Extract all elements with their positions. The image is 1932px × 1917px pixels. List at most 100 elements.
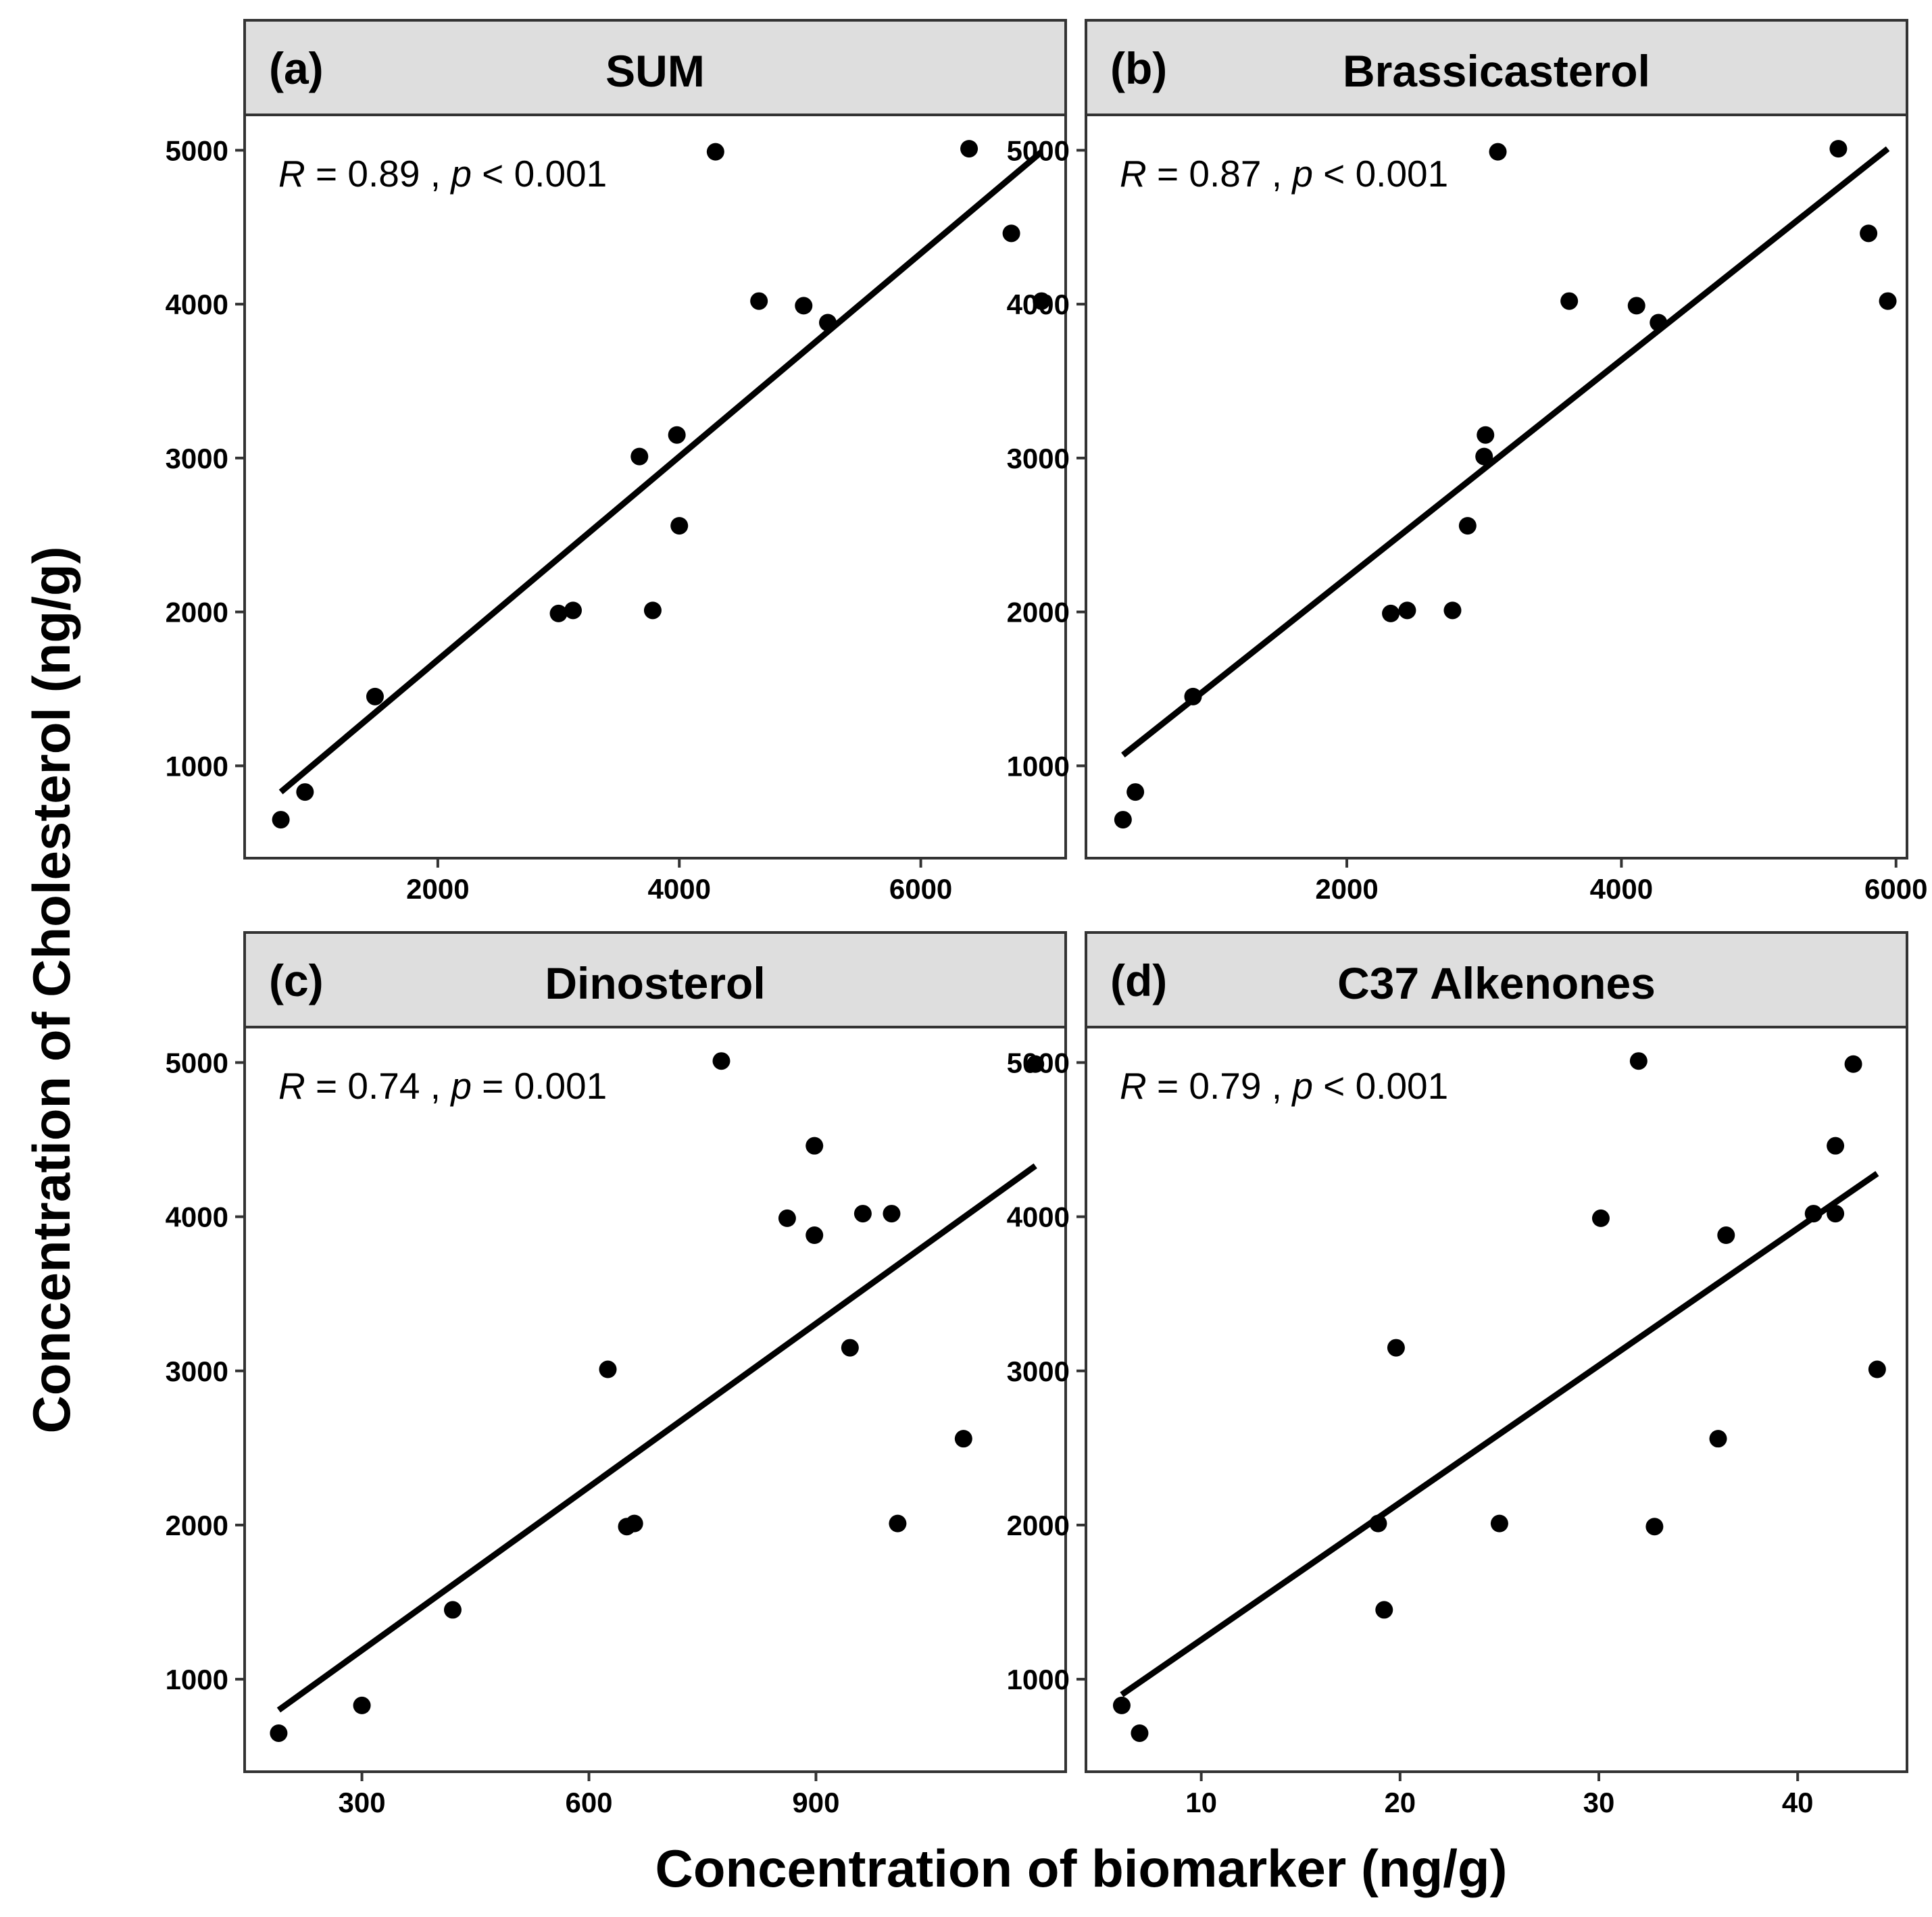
stat-r-value: = 0.79 xyxy=(1147,1065,1262,1107)
y-tick-label: 4000 xyxy=(166,1201,228,1233)
panel-2: (b) Brassicasterol 1000 2000 3000 4000 5000 200… xyxy=(1007,19,1927,905)
y-tick-label: 5000 xyxy=(1007,1047,1070,1078)
x-tick-label: 4000 xyxy=(648,873,711,905)
x-tick-label: 30 xyxy=(1583,1787,1615,1818)
correlation-stat: R = 0.79 , p < 0.001 xyxy=(1120,1065,1448,1107)
stat-p-value: < 0.001 xyxy=(1313,153,1448,195)
panel-title: C37 Alkenones xyxy=(1337,958,1656,1008)
data-point xyxy=(1827,1137,1845,1155)
data-point xyxy=(778,1209,796,1227)
data-point xyxy=(1369,1514,1387,1533)
data-point xyxy=(270,1724,288,1742)
stat-r-value: = 0.89 xyxy=(305,153,420,195)
panel-4: (d) C37 Alkenones 1000 2000 3000 4000 5000 10 20… xyxy=(1007,931,1908,1818)
x-tick-label: 600 xyxy=(565,1787,612,1818)
data-point xyxy=(272,811,290,829)
data-point xyxy=(353,1696,371,1714)
data-point xyxy=(1114,811,1132,829)
y-tick-label: 1000 xyxy=(1007,750,1070,782)
stat-p-value: < 0.001 xyxy=(1313,1065,1448,1107)
data-point xyxy=(1002,224,1020,243)
data-point xyxy=(1131,1724,1149,1742)
panel-title: Dinosterol xyxy=(545,958,765,1008)
data-point xyxy=(795,297,813,315)
data-point xyxy=(1398,601,1416,620)
stat-p-symbol: p xyxy=(1291,153,1313,195)
x-tick-label: 900 xyxy=(792,1787,839,1818)
data-point xyxy=(1868,1360,1886,1378)
data-point xyxy=(1443,601,1462,620)
y-tick-label: 2000 xyxy=(166,597,228,628)
x-tick-label: 40 xyxy=(1782,1787,1814,1818)
data-point xyxy=(599,1360,617,1378)
panel-1: (a) SUM 1000 2000 3000 4000 5000 2000 4000 6000 R … xyxy=(166,19,1067,905)
data-point xyxy=(1709,1430,1727,1448)
data-point xyxy=(1475,447,1493,466)
x-tick-label: 6000 xyxy=(1864,873,1927,905)
data-point xyxy=(549,604,568,622)
y-tick-label: 4000 xyxy=(1007,1201,1070,1233)
x-tick-label: 20 xyxy=(1384,1787,1416,1818)
panel-title: SUM xyxy=(605,46,705,96)
panel-strip xyxy=(243,931,1067,1028)
data-point xyxy=(889,1514,907,1533)
regression-line xyxy=(276,1163,1037,1713)
data-point xyxy=(1112,1696,1131,1714)
data-point xyxy=(1375,1601,1393,1619)
stat-sep: , xyxy=(1261,1065,1292,1107)
x-tick-label: 10 xyxy=(1185,1787,1217,1818)
stat-p-symbol: p xyxy=(449,1065,472,1107)
data-point xyxy=(806,1226,824,1245)
x-tick-label: 300 xyxy=(339,1787,386,1818)
data-point xyxy=(1629,1052,1648,1070)
x-tick-label: 6000 xyxy=(889,873,952,905)
data-point xyxy=(366,687,384,705)
x-tick-label: 2000 xyxy=(406,873,469,905)
y-tick-label: 2000 xyxy=(1007,597,1070,628)
data-point xyxy=(1033,292,1051,310)
data-point xyxy=(1650,314,1668,332)
panel-strip xyxy=(1085,19,1908,116)
y-tick-label: 1000 xyxy=(166,1664,228,1695)
data-point xyxy=(1829,140,1848,158)
stat-p-value: < 0.001 xyxy=(472,153,607,195)
y-tick-label: 2000 xyxy=(166,1510,228,1541)
data-point xyxy=(706,143,724,161)
y-tick-label: 3000 xyxy=(166,1355,228,1387)
plot-area xyxy=(1085,114,1908,860)
data-point xyxy=(960,140,979,158)
data-point xyxy=(750,292,768,310)
data-point xyxy=(1827,1205,1845,1223)
stat-sep: , xyxy=(1261,153,1292,195)
regression-line xyxy=(1121,146,1890,757)
plot-area xyxy=(1085,1026,1908,1773)
data-point xyxy=(1126,783,1145,801)
data-point xyxy=(1645,1518,1664,1536)
data-point xyxy=(296,783,314,801)
stat-r-value: = 0.74 xyxy=(305,1065,420,1107)
stat-r-symbol: R xyxy=(1120,1065,1147,1107)
stat-sep: , xyxy=(420,1065,451,1107)
data-point xyxy=(1627,297,1645,315)
x-tick-label: 2000 xyxy=(1315,873,1378,905)
x-axis-title: Concentration of biomarker (ng/g) xyxy=(655,1839,1507,1898)
data-point xyxy=(1387,1339,1405,1357)
y-tick-label: 1000 xyxy=(1007,1664,1070,1695)
data-point xyxy=(443,1601,462,1619)
y-tick-label: 3000 xyxy=(1007,1355,1070,1387)
stat-r-symbol: R xyxy=(278,153,305,195)
stat-sep: , xyxy=(420,153,451,195)
data-point xyxy=(1804,1205,1823,1223)
data-point xyxy=(668,426,686,444)
stat-r-value: = 0.87 xyxy=(1147,153,1262,195)
data-point xyxy=(1879,292,1897,310)
data-point xyxy=(712,1052,730,1070)
data-point xyxy=(806,1137,824,1155)
panel-title: Brassicasterol xyxy=(1343,46,1650,96)
data-point xyxy=(1560,292,1579,310)
y-tick-label: 1000 xyxy=(166,750,228,782)
data-point xyxy=(1382,604,1400,622)
data-point xyxy=(819,314,837,332)
data-point xyxy=(883,1205,901,1223)
